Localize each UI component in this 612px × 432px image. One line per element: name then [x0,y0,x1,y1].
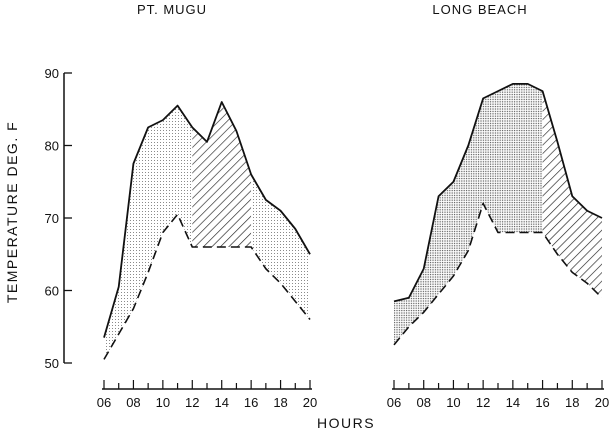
x-tick-label: 18 [273,395,287,410]
solid-series-line [393,82,603,303]
x-tick-label: 06 [97,395,111,410]
x-axis-title: HOURS [317,415,375,431]
x-tick-label: 12 [476,395,490,410]
y-tick-label: 80 [45,139,59,154]
solid-series-line [103,101,311,338]
panel-title: PT. MUGU [137,2,207,17]
y-axis: 50 60 70 80 90 [45,66,72,371]
y-tick-label: 60 [45,284,59,299]
y-axis-title: TEMPERATURE DEG. F [4,121,20,303]
x-tick-label: 18 [565,395,579,410]
shaded-band-segment [192,102,252,247]
shaded-band-segment [104,105,193,360]
x-tick-label: 06 [387,395,401,410]
x-tick-label: 20 [303,395,317,410]
x-tick-label: 08 [416,395,430,410]
x-axis: 06 08 10 12 14 16 18 20 [387,380,609,410]
shaded-regions [104,102,310,360]
shaded-band-segment [251,174,310,320]
x-tick-label: 10 [156,395,170,410]
x-tick-label: 16 [535,395,549,410]
y-tick-label: 90 [45,66,59,81]
dashed-series-line [103,213,311,360]
x-tick-label: 10 [446,395,460,410]
panel-title: LONG BEACH [432,2,527,17]
x-tick-label: 12 [185,395,199,410]
dashed-series-line [393,202,603,346]
y-tick-label: 70 [45,211,59,226]
shaded-regions [394,83,602,345]
x-tick-label: 16 [244,395,258,410]
x-tick-label: 08 [126,395,140,410]
shaded-band-segment [394,83,543,345]
x-tick-label: 14 [214,395,228,410]
series-lines [103,101,311,360]
y-tick-label: 50 [45,356,59,371]
panel-pt-mugu: PT. MUGU 50 60 70 80 90 06 08 10 12 14 16 18 20 TEM… [4,2,317,410]
x-axis: 06 08 10 12 14 16 18 20 [97,380,317,410]
x-tick-label: 14 [506,395,520,410]
series-lines [393,82,603,346]
x-tick-label: 20 [595,395,609,410]
panel-long-beach: LONG BEACH 06 08 10 12 14 16 18 20 [387,2,609,410]
